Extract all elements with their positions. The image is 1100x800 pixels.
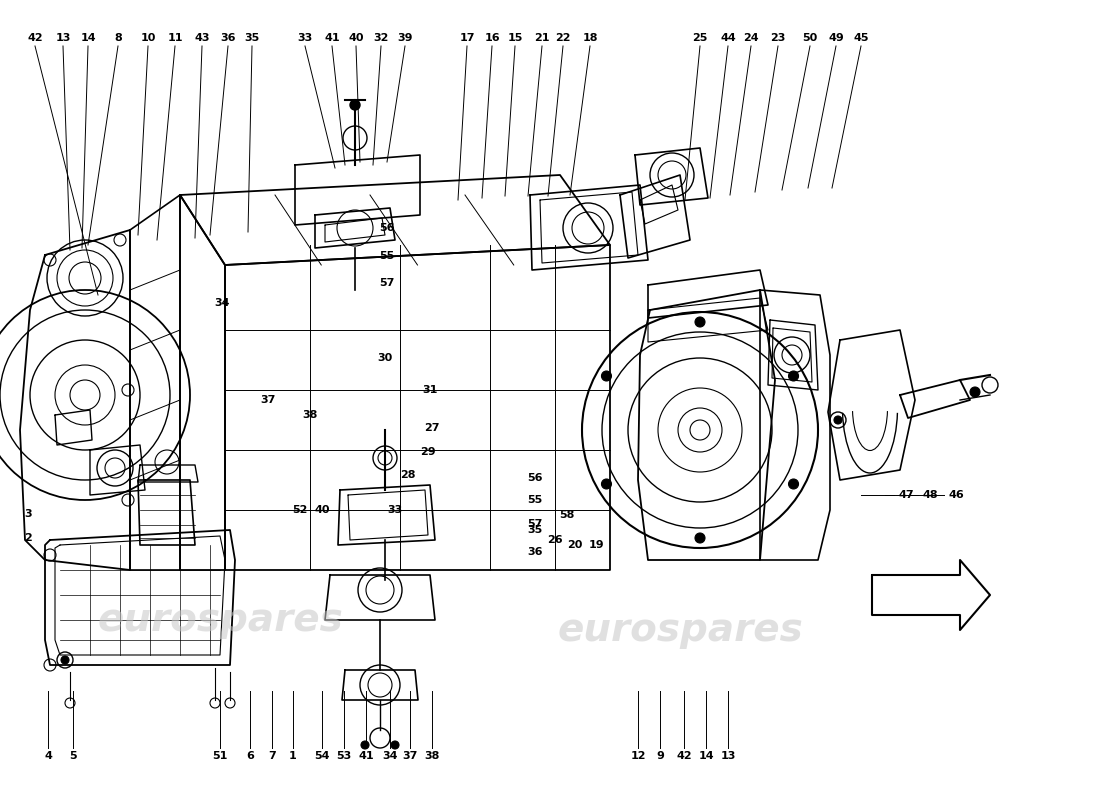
Text: 6: 6 [246, 751, 254, 761]
Text: 24: 24 [744, 33, 759, 43]
Text: 17: 17 [460, 33, 475, 43]
Text: 41: 41 [359, 751, 374, 761]
Text: 47: 47 [899, 490, 914, 500]
Text: 10: 10 [141, 33, 156, 43]
Text: 55: 55 [527, 495, 542, 505]
Text: 15: 15 [507, 33, 522, 43]
Text: 23: 23 [770, 33, 785, 43]
Text: 14: 14 [80, 33, 96, 43]
Circle shape [602, 371, 612, 381]
Text: 58: 58 [559, 510, 574, 520]
Text: 36: 36 [220, 33, 235, 43]
Text: 42: 42 [676, 751, 692, 761]
Text: 40: 40 [315, 505, 330, 515]
Circle shape [695, 533, 705, 543]
Circle shape [390, 741, 399, 749]
Text: 33: 33 [387, 505, 403, 515]
Text: 22: 22 [556, 33, 571, 43]
Text: 12: 12 [630, 751, 646, 761]
Text: 29: 29 [420, 447, 436, 457]
Text: 20: 20 [568, 540, 583, 550]
Text: 5: 5 [69, 751, 77, 761]
Text: 45: 45 [854, 33, 869, 43]
Circle shape [690, 420, 710, 440]
Text: 19: 19 [590, 540, 605, 550]
Circle shape [361, 741, 368, 749]
Text: 26: 26 [547, 535, 563, 545]
Text: 46: 46 [948, 490, 964, 500]
Text: 41: 41 [324, 33, 340, 43]
Text: 30: 30 [377, 353, 393, 363]
Text: 13: 13 [55, 33, 70, 43]
Text: 48: 48 [922, 490, 938, 500]
Circle shape [602, 479, 612, 489]
Text: 18: 18 [582, 33, 597, 43]
Text: 16: 16 [484, 33, 499, 43]
Text: 27: 27 [425, 423, 440, 433]
Text: 13: 13 [720, 751, 736, 761]
Circle shape [789, 371, 799, 381]
Text: 52: 52 [293, 505, 308, 515]
Text: 56: 56 [527, 473, 542, 483]
Text: 25: 25 [692, 33, 707, 43]
Text: 9: 9 [656, 751, 664, 761]
Text: 8: 8 [114, 33, 122, 43]
Circle shape [789, 479, 799, 489]
Text: 14: 14 [698, 751, 714, 761]
Text: eurospares: eurospares [97, 601, 343, 639]
Text: 57: 57 [379, 278, 395, 288]
Text: 31: 31 [422, 385, 438, 395]
Text: 2: 2 [24, 533, 32, 543]
Text: 11: 11 [167, 33, 183, 43]
Text: 38: 38 [302, 410, 318, 420]
Text: 53: 53 [337, 751, 352, 761]
Text: 21: 21 [535, 33, 550, 43]
Text: 37: 37 [261, 395, 276, 405]
Text: 49: 49 [828, 33, 844, 43]
Text: 40: 40 [349, 33, 364, 43]
Text: 42: 42 [28, 33, 43, 43]
Text: 34: 34 [383, 751, 398, 761]
Text: 57: 57 [527, 519, 542, 529]
Text: 39: 39 [397, 33, 412, 43]
Text: 33: 33 [297, 33, 312, 43]
Text: 56: 56 [379, 223, 395, 233]
Text: 44: 44 [720, 33, 736, 43]
Text: 4: 4 [44, 751, 52, 761]
Text: 36: 36 [527, 547, 542, 557]
Text: 51: 51 [212, 751, 228, 761]
Text: 35: 35 [244, 33, 260, 43]
Text: 35: 35 [527, 525, 542, 535]
Circle shape [60, 656, 69, 664]
Text: 1: 1 [289, 751, 297, 761]
Text: 34: 34 [214, 298, 230, 308]
Text: 37: 37 [403, 751, 418, 761]
Text: 43: 43 [195, 33, 210, 43]
Text: 55: 55 [379, 251, 395, 261]
Circle shape [695, 317, 705, 327]
Text: 7: 7 [268, 751, 276, 761]
Text: 38: 38 [425, 751, 440, 761]
Text: 28: 28 [400, 470, 416, 480]
Text: 3: 3 [24, 509, 32, 519]
Text: eurospares: eurospares [557, 611, 803, 649]
Text: 54: 54 [315, 751, 330, 761]
Text: 32: 32 [373, 33, 388, 43]
Circle shape [970, 387, 980, 397]
Circle shape [350, 100, 360, 110]
Circle shape [834, 416, 842, 424]
Text: 50: 50 [802, 33, 817, 43]
